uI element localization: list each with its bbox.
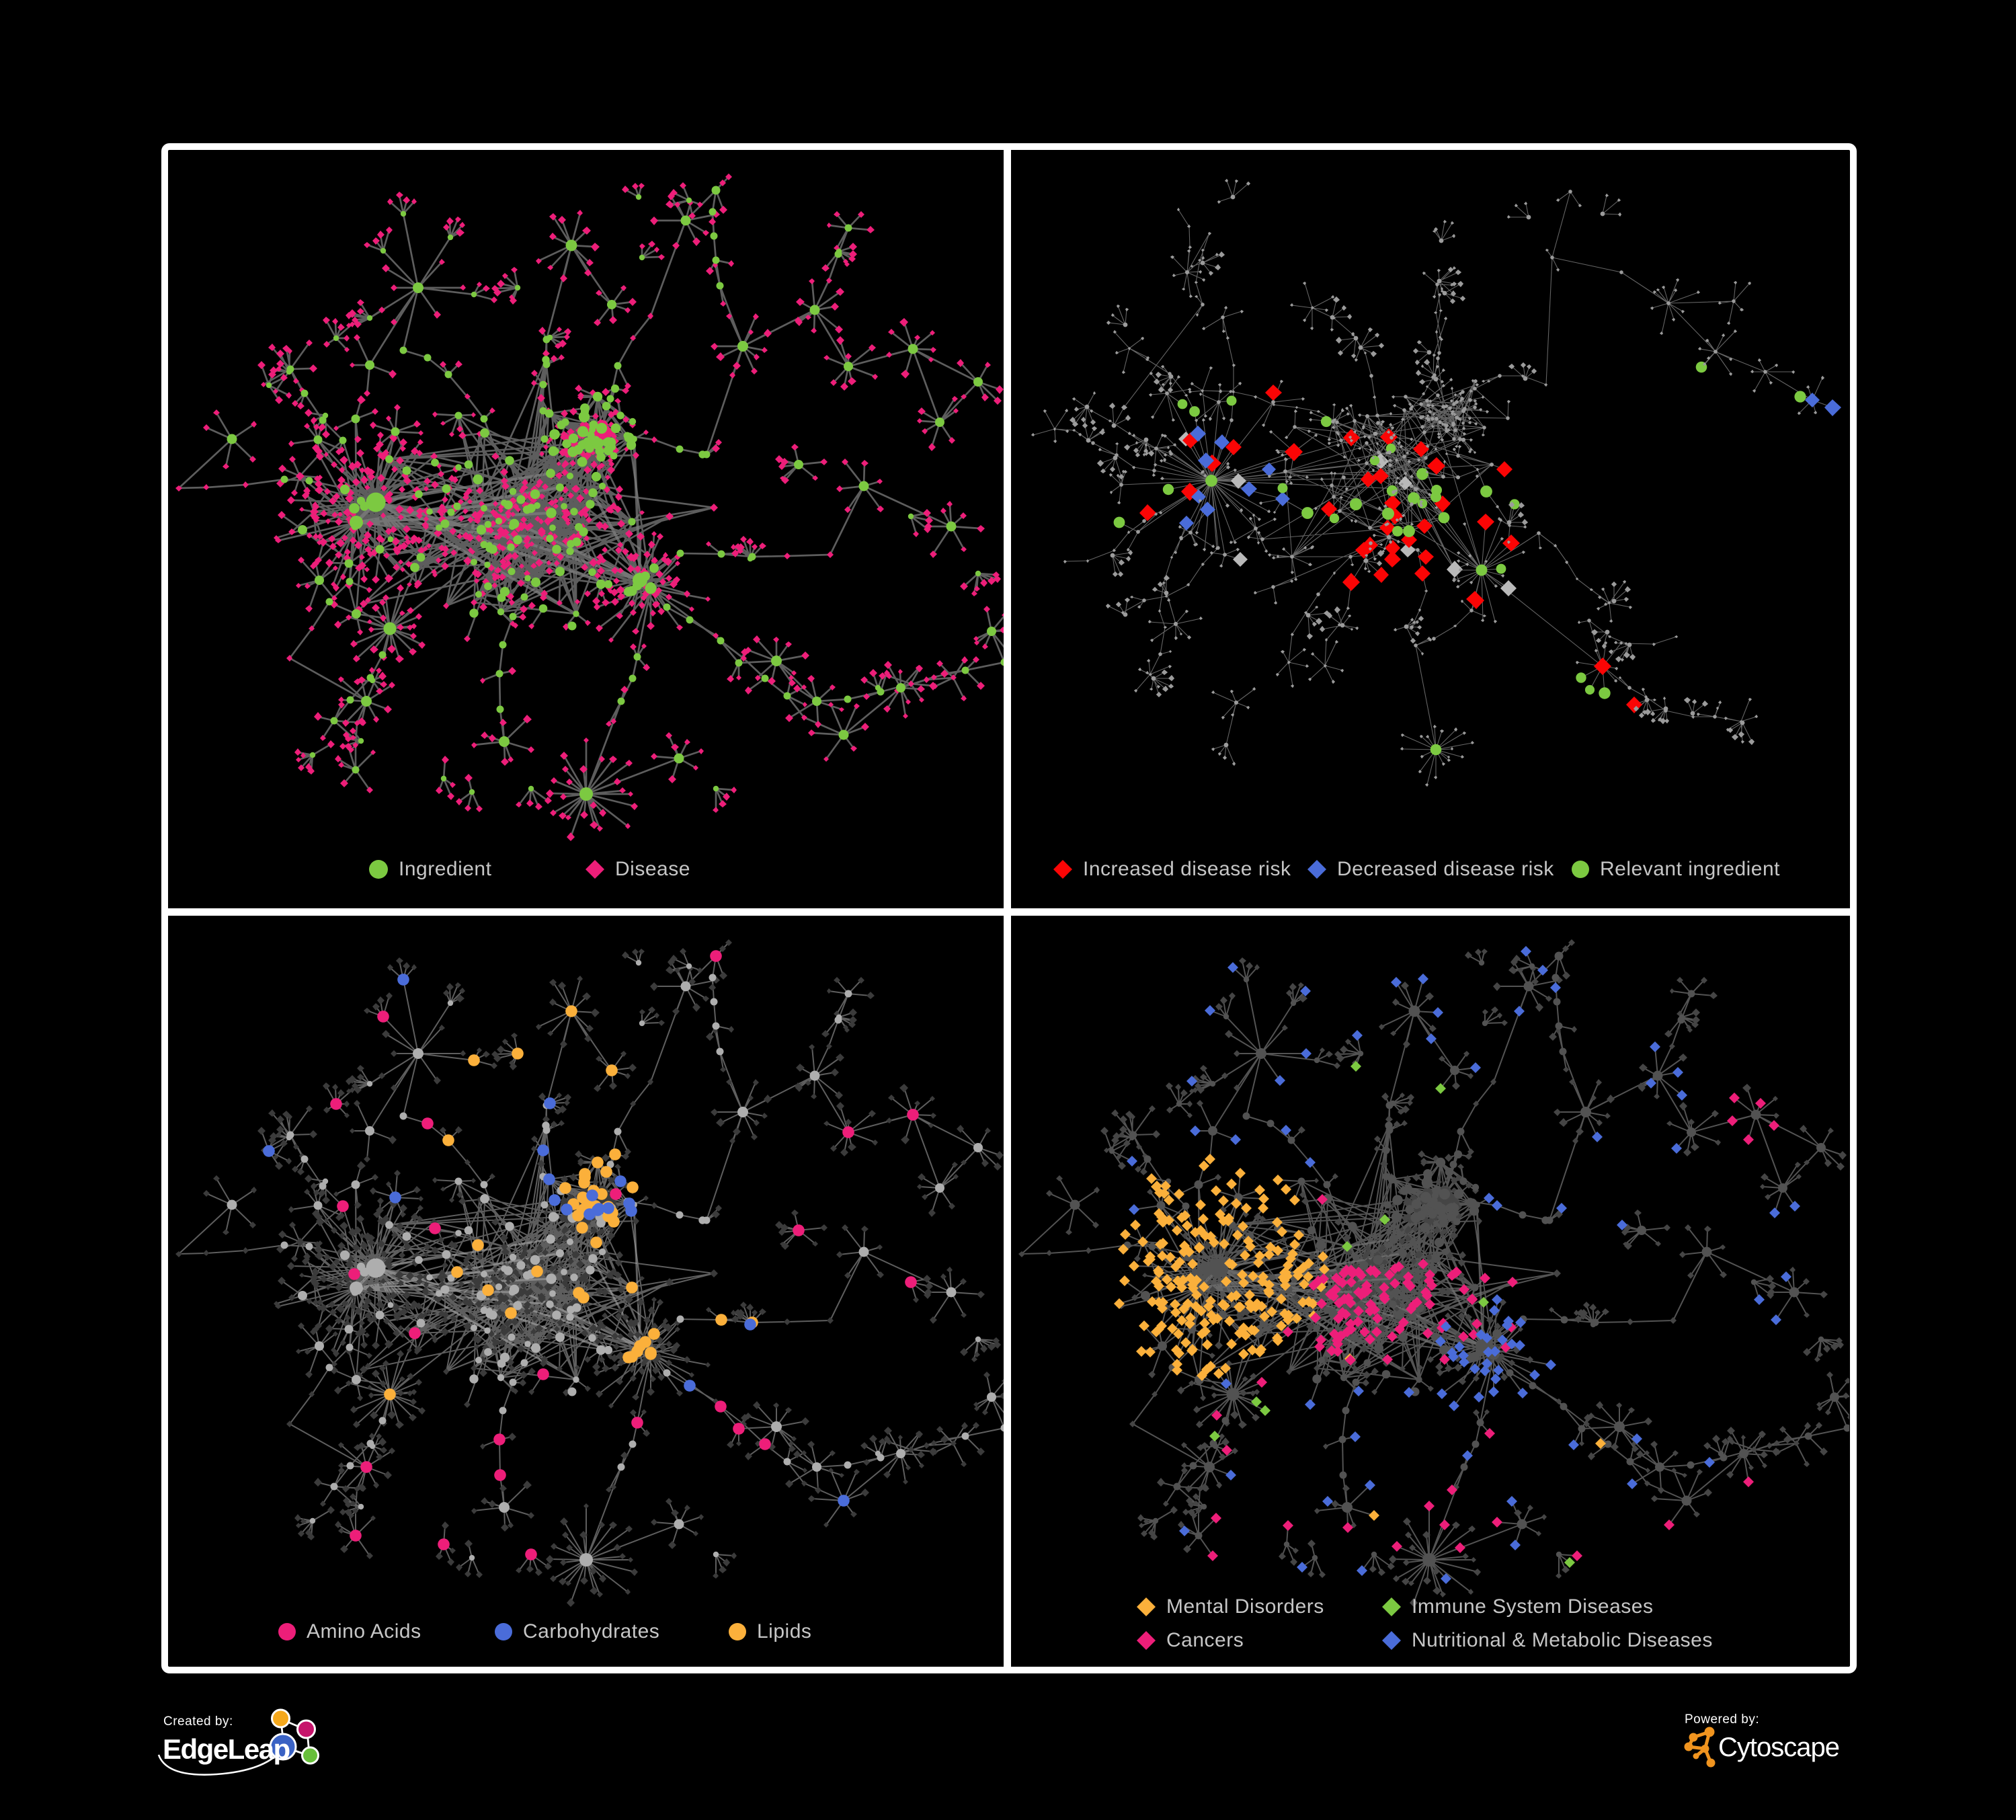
svg-text:Created by:: Created by: [163,1714,233,1729]
svg-text:Cytoscape: Cytoscape [1718,1733,1839,1762]
svg-text:Powered by:: Powered by: [1685,1712,1759,1727]
svg-text:EdgeLeap: EdgeLeap [163,1733,290,1765]
